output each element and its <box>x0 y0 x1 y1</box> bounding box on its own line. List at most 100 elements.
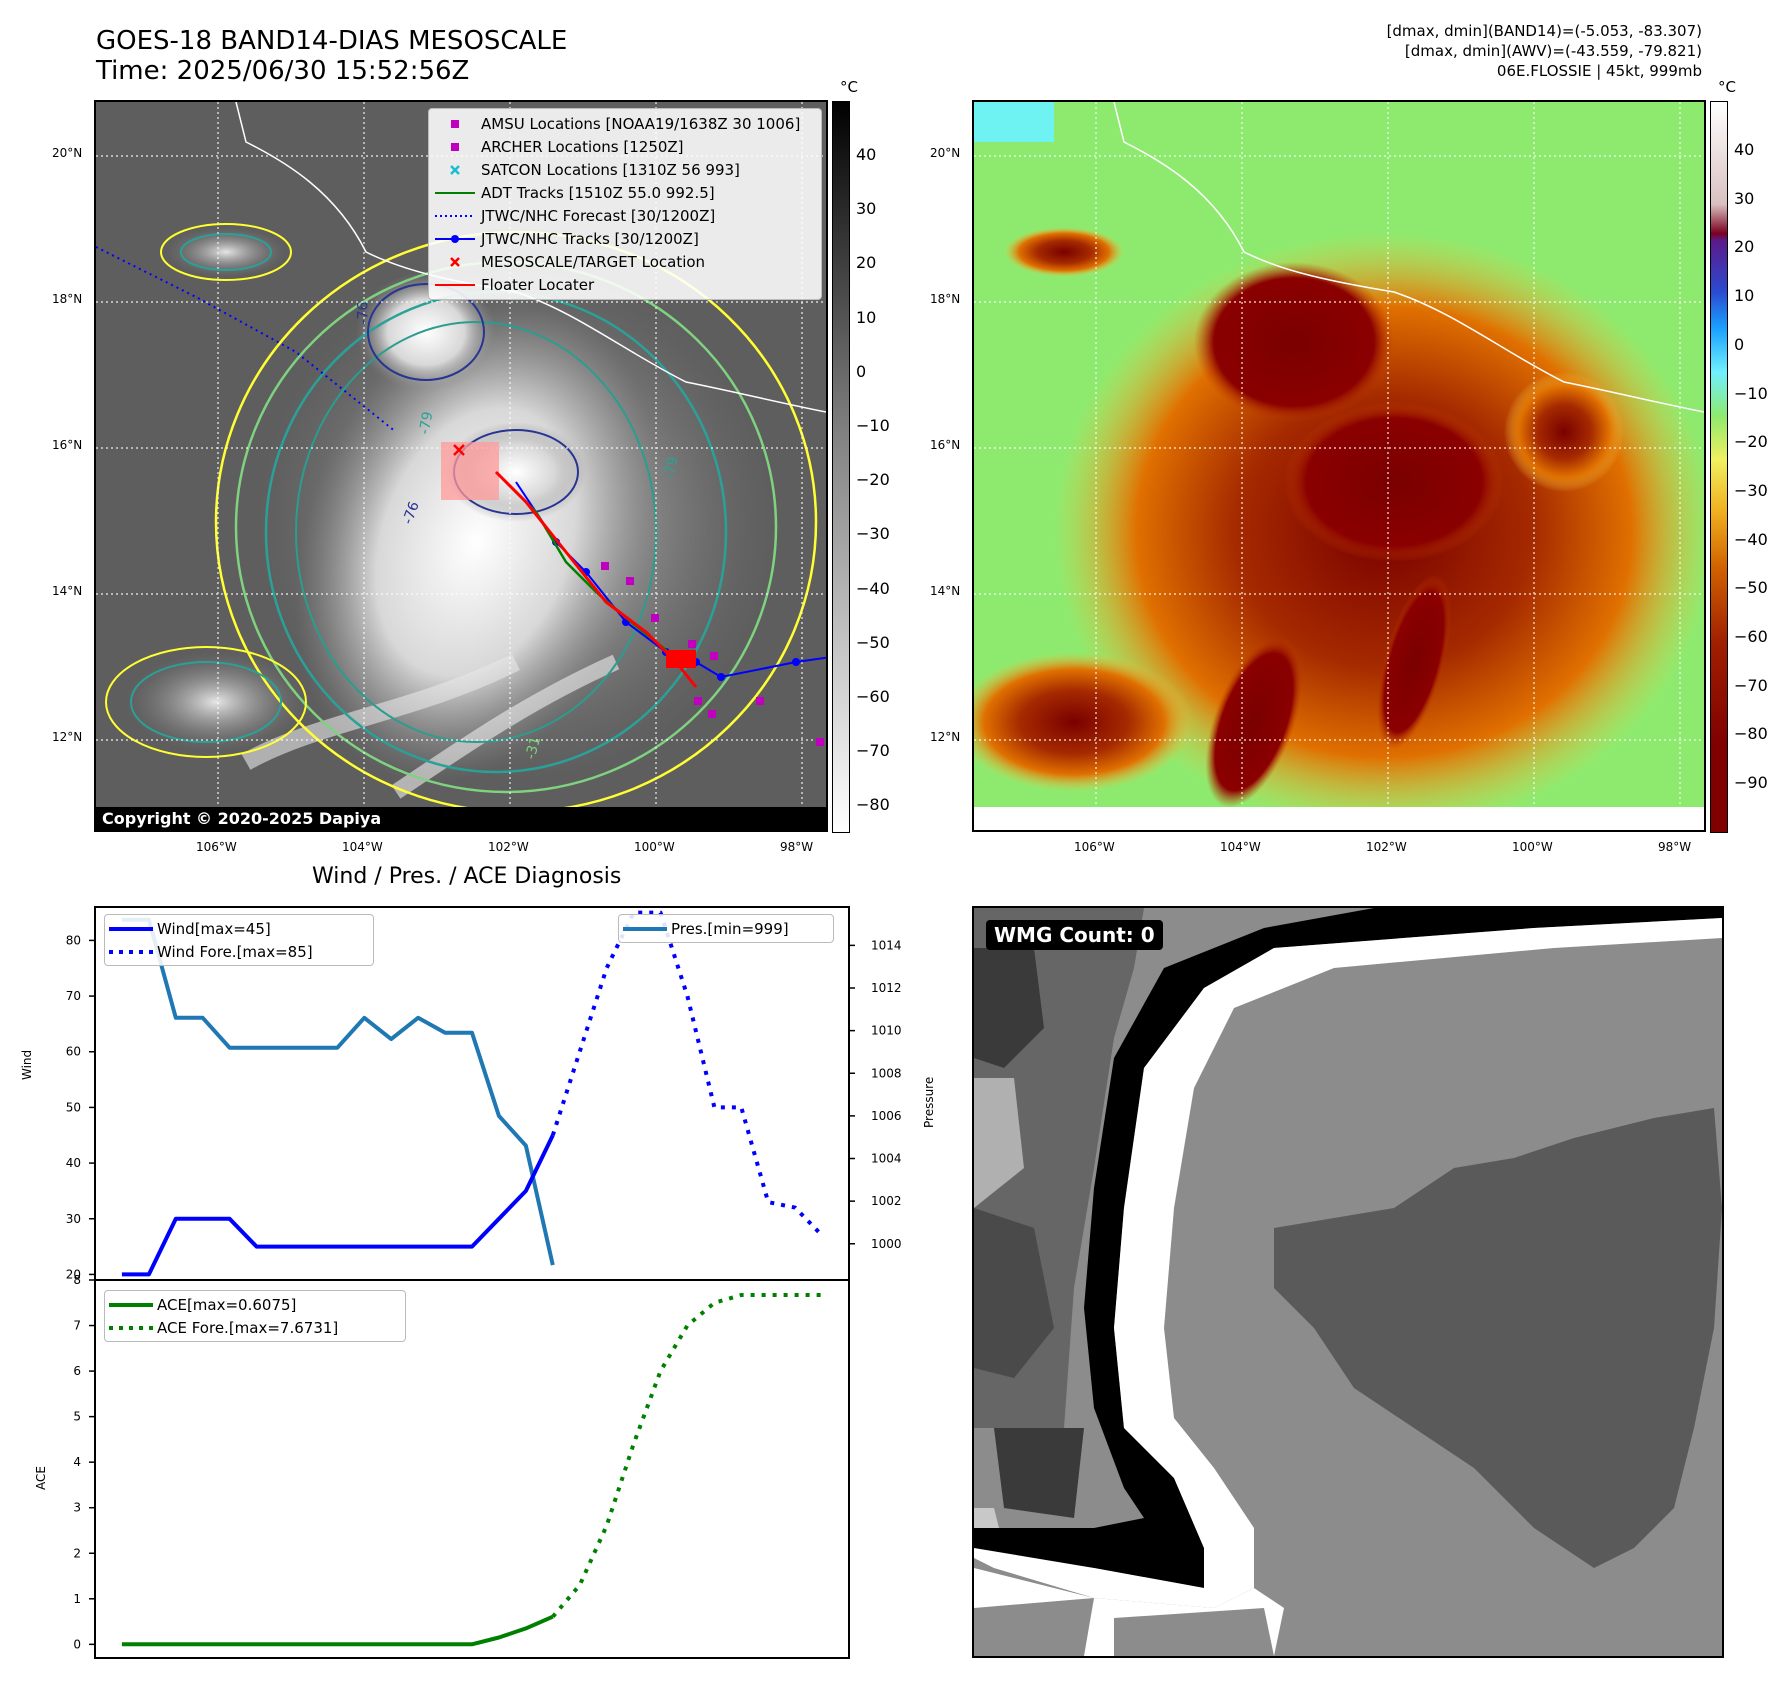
color-colorbar-tick: −10 <box>1734 383 1768 403</box>
wmg-canvas <box>974 908 1722 1656</box>
lat-tick-label: 14°N <box>930 584 961 598</box>
lon-tick-label: 106°W <box>196 840 237 854</box>
gray-colorbar-tick: −20 <box>856 470 890 490</box>
ir-color-map-canvas <box>974 102 1704 830</box>
gray-colorbar-tick: −50 <box>856 632 890 652</box>
wmg-count-badge: WMG Count: 0 <box>986 920 1163 950</box>
wind-forecast-legend-item: Wind Fore.[max=85] <box>109 942 313 961</box>
lon-tick-label: 104°W <box>1220 840 1261 854</box>
wind-tick-label: 70 <box>66 989 81 1003</box>
ace-tick-label: 7 <box>73 1319 81 1333</box>
gray-colorbar-tick: −30 <box>856 524 890 544</box>
lon-tick-label: 104°W <box>342 840 383 854</box>
pressure-tick-label: 1004 <box>871 1152 902 1166</box>
gray-colorbar <box>832 101 850 833</box>
color-colorbar <box>1710 101 1728 833</box>
ace-tick-label: 3 <box>73 1501 81 1515</box>
color-colorbar-unit: °C <box>1718 78 1736 96</box>
gray-colorbar-tick: −10 <box>856 416 890 435</box>
legend-marker-icon <box>433 278 477 292</box>
pressure-tick-label: 1008 <box>871 1066 902 1080</box>
gray-colorbar-tick: −40 <box>856 578 890 598</box>
lat-tick-label: 16°N <box>52 438 83 452</box>
color-colorbar-tick: −70 <box>1734 675 1768 695</box>
ace-tick-label: 4 <box>73 1455 81 1469</box>
gray-colorbar-tick: −70 <box>856 741 890 761</box>
gray-colorbar-tick: 20 <box>856 253 877 273</box>
color-colorbar-tick: −20 <box>1734 432 1768 452</box>
ace-legend-item: ACE[max=0.6075] <box>109 1295 297 1314</box>
map-legend-item: SATCON Locations [1310Z 56 993] <box>429 158 821 181</box>
ir-color-map <box>972 100 1706 832</box>
lon-tick-label: 100°W <box>634 840 675 854</box>
legend-marker-icon <box>433 163 477 177</box>
lon-tick-label: 100°W <box>1512 840 1553 854</box>
ace-tick-label: 6 <box>73 1364 81 1378</box>
color-colorbar-tick: 40 <box>1734 140 1755 159</box>
color-colorbar-tick: −80 <box>1734 724 1768 744</box>
lat-tick-label: 18°N <box>930 292 961 306</box>
color-colorbar-tick: −30 <box>1734 480 1768 500</box>
gray-colorbar-tick: 0 <box>856 361 867 381</box>
lon-tick-label: 98°W <box>780 840 814 854</box>
pressure-tick-label: 1014 <box>871 938 902 952</box>
color-colorbar-tick: 0 <box>1734 334 1745 354</box>
lon-tick-label: 102°W <box>1366 840 1407 854</box>
lat-tick-label: 12°N <box>52 730 83 744</box>
ace-legend: ACE[max=0.6075] ACE Fore.[max=7.6731] <box>104 1290 406 1342</box>
info-band14-range: [dmax, dmin](BAND14)=(-5.053, -83.307) <box>1386 22 1702 40</box>
color-colorbar-tick: −40 <box>1734 529 1768 549</box>
pressure-tick-label: 1012 <box>871 981 902 995</box>
map-legend-item: ARCHER Locations [1250Z] <box>429 135 821 158</box>
wind-tick-label: 40 <box>66 1156 81 1170</box>
ace-series-line <box>121 1614 554 1647</box>
lat-tick-label: 20°N <box>930 146 961 160</box>
gray-colorbar-unit: °C <box>840 78 858 96</box>
wind-tick-label: 80 <box>66 933 81 947</box>
wind-tick-label: 60 <box>66 1045 81 1059</box>
ace-tick-label: 2 <box>73 1546 81 1560</box>
lat-tick-label: 16°N <box>930 438 961 452</box>
lon-tick-label: 106°W <box>1074 840 1115 854</box>
pressure-tick-label: 1010 <box>871 1024 902 1038</box>
map-legend: AMSU Locations [NOAA19/1638Z 30 1006] ARC… <box>428 108 822 300</box>
page-timestamp: Time: 2025/06/30 15:52:56Z <box>96 56 470 86</box>
ace-forecast-series-line <box>551 1293 823 1618</box>
legend-marker-icon <box>433 117 477 131</box>
ace-tick-label: 8 <box>73 1273 81 1287</box>
color-colorbar-tick: 10 <box>1734 286 1755 306</box>
pressure-legend: Pres.[min=999] <box>618 914 834 943</box>
gray-colorbar-tick: −60 <box>856 687 890 706</box>
pressure-tick-label: 1006 <box>871 1109 902 1123</box>
gray-colorbar-tick: 40 <box>856 145 877 164</box>
legend-marker-icon <box>433 209 477 223</box>
pressure-series-line <box>121 917 555 1266</box>
gray-colorbar-tick: −80 <box>856 795 890 815</box>
ace-plot-frame <box>94 1279 850 1659</box>
legend-marker-icon <box>433 232 477 246</box>
pressure-legend-item: Pres.[min=999] <box>623 919 789 938</box>
wind-tick-label: 30 <box>66 1212 81 1226</box>
legend-marker-icon <box>433 255 477 269</box>
color-colorbar-tick: −60 <box>1734 627 1768 646</box>
legend-marker-icon <box>433 186 477 200</box>
wind-legend-item: Wind[max=45] <box>109 919 271 938</box>
map-legend-item: JTWC/NHC Forecast [30/1200Z] <box>429 204 821 227</box>
color-colorbar-tick: −50 <box>1734 578 1768 598</box>
page-title: GOES-18 BAND14-DIAS MESOSCALE <box>96 26 568 56</box>
ace-tick-label: 0 <box>73 1637 81 1651</box>
pressure-tick-label: 1000 <box>871 1237 902 1251</box>
map-legend-item: AMSU Locations [NOAA19/1638Z 30 1006] <box>429 112 821 135</box>
gray-colorbar-tick: 10 <box>856 307 877 327</box>
wind-legend: Wind[max=45] Wind Fore.[max=85] <box>104 914 374 966</box>
map-legend-item: JTWC/NHC Tracks [30/1200Z] <box>429 227 821 250</box>
ace-tick-label: 5 <box>73 1410 81 1424</box>
diagnosis-title: Wind / Pres. / ACE Diagnosis <box>312 864 622 889</box>
wind-forecast-series-line <box>550 910 824 1237</box>
lon-tick-label: 98°W <box>1658 840 1692 854</box>
gray-colorbar-tick: 30 <box>856 199 877 219</box>
legend-marker-icon <box>433 140 477 154</box>
info-awv-range: [dmax, dmin](AWV)=(-43.559, -79.821) <box>1404 42 1702 60</box>
ir-gray-map: Copyright © 2020-2025 Dapiya AMSU Locati… <box>94 100 828 832</box>
